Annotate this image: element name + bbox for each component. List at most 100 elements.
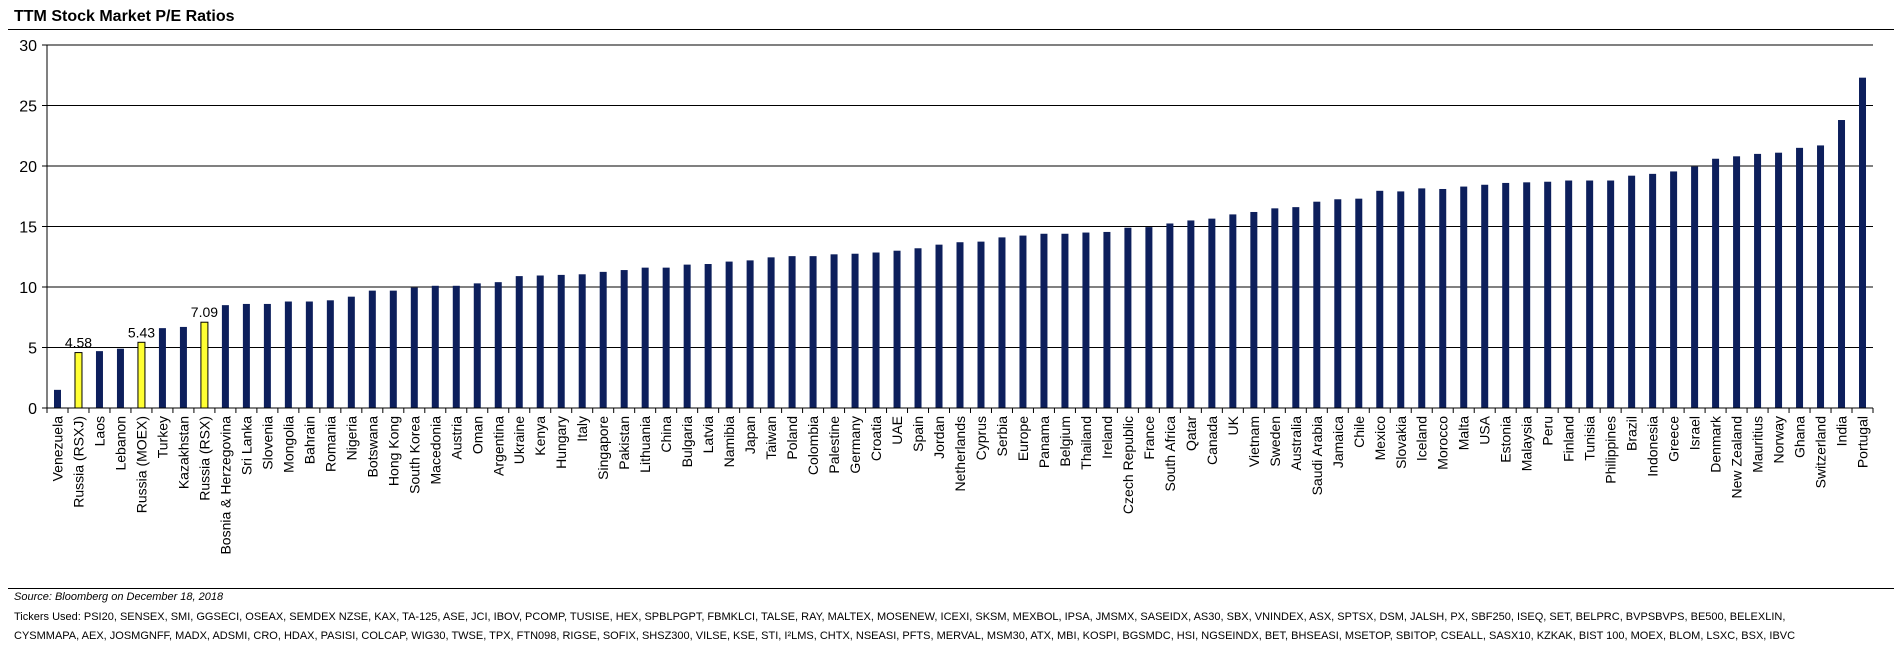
- x-tick-label: Spain: [910, 416, 926, 452]
- x-tick-label: Palestine: [826, 416, 842, 474]
- bar: [1712, 158, 1720, 408]
- x-tick-label: Netherlands: [952, 416, 968, 492]
- x-tick-label: UAE: [889, 416, 905, 445]
- bar: [935, 244, 943, 408]
- bar: [1376, 190, 1384, 408]
- x-tick-label: Jordan: [931, 416, 947, 459]
- x-tick-label: Ghana: [1792, 416, 1808, 458]
- bar: [1775, 152, 1783, 408]
- x-tick-label: Russia (RSXJ): [70, 416, 86, 508]
- bar: [1733, 156, 1741, 408]
- tickers-line-1: Tickers Used: PSI20, SENSEX, SMI, GGSECI…: [14, 611, 1786, 623]
- x-tick-label: Mongolia: [280, 416, 296, 473]
- y-tick-label: 25: [19, 99, 37, 116]
- bar: [1691, 166, 1699, 408]
- y-tick-label: 30: [19, 38, 37, 55]
- bar: [914, 248, 922, 408]
- tickers-line-2: CYSMMAPA, AEX, JOSMGNFF, MADX, ADSMI, CR…: [14, 630, 1796, 642]
- x-tick-label: Italy: [574, 416, 590, 442]
- x-tick-label: Czech Republic: [1120, 416, 1136, 514]
- bar: [746, 260, 754, 408]
- x-tick-label: Switzerland: [1813, 416, 1829, 488]
- x-tick-label: Turkey: [154, 416, 170, 458]
- x-tick-label: Taiwan: [763, 416, 779, 460]
- bar: [1271, 208, 1279, 408]
- x-tick-label: Ukraine: [511, 416, 527, 464]
- x-tick-label: Portugal: [1855, 416, 1871, 468]
- x-tick-label: Poland: [784, 416, 800, 460]
- bar: [1334, 199, 1342, 408]
- bar: [410, 287, 418, 408]
- x-tick-label: Laos: [91, 416, 107, 446]
- bar: [431, 285, 439, 408]
- bar: [116, 348, 124, 408]
- x-tick-label: Tunisia: [1582, 416, 1598, 461]
- bar: [893, 250, 901, 408]
- y-tick-label: 10: [19, 280, 37, 297]
- x-tick-label: France: [1141, 416, 1157, 460]
- bar: [494, 282, 502, 408]
- x-tick-label: China: [658, 416, 674, 453]
- bar: [1292, 207, 1300, 408]
- x-tick-label: Iceland: [1414, 416, 1430, 461]
- bar: [515, 276, 523, 408]
- x-tick-label: Philippines: [1603, 416, 1619, 484]
- bar: [242, 303, 250, 408]
- bar: [683, 264, 691, 408]
- x-axis: Venezuela Russia (RSXJ) Laos Lebanon Russia …: [46, 407, 1874, 555]
- x-tick-label: Austria: [448, 416, 464, 460]
- x-tick-label: Belgium: [1057, 416, 1073, 467]
- y-axis: 0 5 10 15 20 25 30: [19, 38, 48, 418]
- x-tick-label: Pakistan: [616, 416, 632, 470]
- x-tick-label: Panama: [1036, 416, 1052, 468]
- bar: [1229, 214, 1237, 408]
- bar: [1145, 227, 1153, 408]
- y-tick-label: 5: [28, 341, 37, 358]
- x-tick-label: Estonia: [1498, 416, 1514, 463]
- bar: [1397, 191, 1405, 408]
- bar: [1103, 231, 1111, 408]
- x-tick-label: Malaysia: [1519, 416, 1535, 471]
- x-tick-label: Croatia: [868, 416, 884, 461]
- x-tick-label: Russia (RSX): [196, 416, 212, 501]
- bar: [347, 296, 355, 408]
- bar: [452, 285, 460, 408]
- x-tick-label: Namibia: [721, 416, 737, 468]
- bar: [1544, 181, 1552, 408]
- x-tick-label: Saudi Arabia: [1309, 416, 1325, 496]
- x-tick-label: Argentina: [490, 416, 506, 476]
- x-tick-label: Chile: [1351, 416, 1367, 448]
- bar: [1313, 201, 1321, 408]
- x-tick-label: Slovakia: [1393, 416, 1409, 469]
- bar: [998, 237, 1006, 408]
- bar: [767, 257, 775, 408]
- bar: [1523, 182, 1531, 408]
- bar: [1859, 77, 1867, 409]
- x-tick-label: Russia (MOEX): [133, 416, 149, 513]
- bar: [599, 271, 607, 408]
- x-tick-label: Greece: [1666, 416, 1682, 462]
- bar: [1481, 184, 1489, 408]
- bar: [368, 290, 376, 408]
- x-tick-label: Singapore: [595, 416, 611, 480]
- bar: [830, 254, 838, 408]
- x-tick-label: Kazakhstan: [175, 416, 191, 489]
- x-tick-label: Kenya: [532, 416, 548, 456]
- x-tick-label: Jamaica: [1330, 416, 1346, 468]
- x-tick-label: Qatar: [1183, 416, 1199, 451]
- x-tick-label: Venezuela: [49, 416, 65, 482]
- bar: [704, 264, 712, 408]
- bar: [977, 241, 985, 408]
- bar: [788, 256, 796, 408]
- bar: [263, 303, 271, 408]
- bar: [809, 256, 817, 408]
- x-tick-label: Norway: [1771, 416, 1787, 463]
- bar: [1208, 218, 1216, 408]
- bar: [1817, 145, 1825, 408]
- bar: [1124, 227, 1132, 408]
- bar: [1607, 180, 1615, 408]
- bar: [158, 328, 166, 408]
- x-tick-label: Indonesia: [1645, 416, 1661, 477]
- bars: [53, 77, 1867, 409]
- bar: [1649, 173, 1657, 408]
